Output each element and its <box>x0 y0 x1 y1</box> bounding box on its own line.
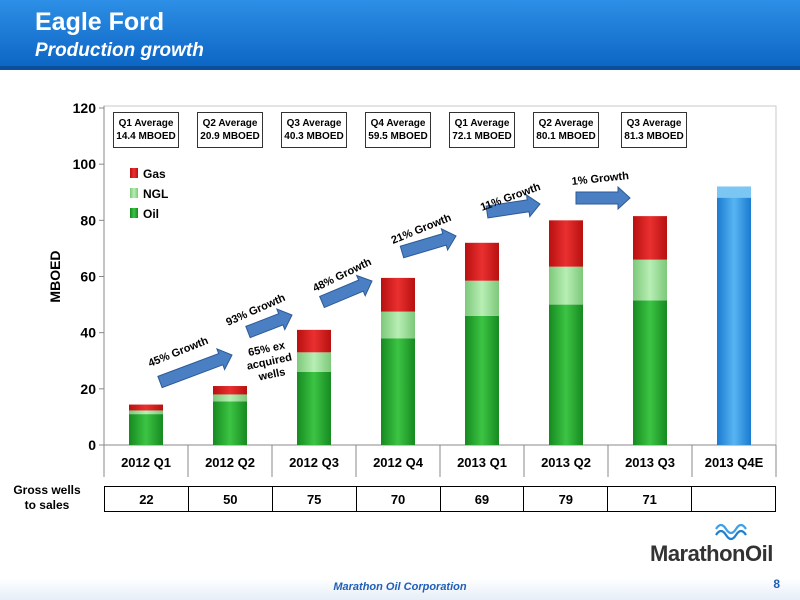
wells-label-line2: to sales <box>24 498 70 512</box>
x-tick-label: 2013 Q4E <box>705 455 764 470</box>
bar-gas <box>633 216 667 260</box>
growth-arrow-icon <box>485 193 541 219</box>
wells-cell <box>692 487 775 511</box>
footer-bar <box>0 578 800 600</box>
page-subtitle: Production growth <box>35 40 204 61</box>
y-axis-label: MBOED <box>47 250 63 302</box>
average-value: 40.3 MBOED <box>284 131 344 142</box>
wells-label-line1: Gross wells <box>13 483 81 497</box>
wells-label: Gross wells to sales <box>8 483 86 513</box>
production-chart: 0 20 40 60 80 100 120 MBOED 2012 Q1 2012 Q2 2012 Q… <box>47 100 777 477</box>
y-tick-label: 100 <box>73 156 97 172</box>
average-label: Q1 Average <box>118 118 174 129</box>
x-tick-label: 2013 Q2 <box>541 455 591 470</box>
wells-table: 22 50 75 70 69 79 71 <box>104 486 776 512</box>
x-tick-label: 2012 Q4 <box>373 455 424 470</box>
footer-text: Marathon Oil Corporation <box>333 581 467 593</box>
bar-ngl <box>213 394 247 402</box>
bar-oil <box>213 401 247 445</box>
average-value: 81.3 MBOED <box>624 131 684 142</box>
bar-ngl <box>465 280 499 316</box>
average-box: Q3 Average 81.3 MBOED <box>621 112 687 148</box>
y-tick-label: 60 <box>80 269 96 285</box>
growth-arrow-icon <box>399 227 457 259</box>
wells-cell: 70 <box>357 487 441 511</box>
bar-gas <box>465 242 499 281</box>
growth-arrow-icon <box>245 308 293 339</box>
growth-arrow-icon <box>319 274 373 309</box>
note-text: wells <box>257 366 287 384</box>
average-box: Q3 Average 40.3 MBOED <box>281 112 347 148</box>
header-banner <box>0 0 800 70</box>
y-tick-label: 20 <box>80 381 96 397</box>
average-box: Q1 Average 72.1 MBOED <box>449 112 515 148</box>
average-label: Q1 Average <box>454 118 510 129</box>
bar-ngl <box>633 259 667 301</box>
average-value: 14.4 MBOED <box>116 131 176 142</box>
legend-label-ngl: NGL <box>143 187 168 201</box>
page-title: Eagle Ford <box>35 8 165 36</box>
y-tick-label: 80 <box>80 212 96 228</box>
legend-swatch-ngl <box>130 188 138 198</box>
y-tick-label: 120 <box>73 100 97 116</box>
bar-ngl <box>129 410 163 415</box>
y-tick-label: 0 <box>88 437 96 453</box>
legend-swatch-oil <box>130 208 138 218</box>
x-tick-label: 2012 Q3 <box>289 455 339 470</box>
wells-cell: 79 <box>524 487 609 511</box>
bar-oil <box>465 315 499 445</box>
average-label: Q3 Average <box>626 118 682 129</box>
wells-cell: 50 <box>189 487 273 511</box>
bar-oil <box>549 304 583 445</box>
wells-cell: 69 <box>441 487 525 511</box>
bar-gas <box>129 404 163 411</box>
x-tick-label: 2013 Q1 <box>457 455 507 470</box>
bar-oil <box>297 371 331 445</box>
bar-ngl <box>549 266 583 305</box>
bar-oil <box>129 414 163 445</box>
x-tick-label: 2012 Q1 <box>121 455 171 470</box>
average-value: 59.5 MBOED <box>368 131 428 142</box>
bar-ngl <box>297 352 331 372</box>
wells-cell: 71 <box>608 487 693 511</box>
page-number: 8 <box>773 577 780 591</box>
wells-cell: 22 <box>105 487 189 511</box>
bar-ngl <box>381 311 415 339</box>
average-value: 80.1 MBOED <box>536 131 596 142</box>
bar-gas <box>297 329 331 353</box>
growth-arrow-icon <box>157 348 233 389</box>
average-label: Q2 Average <box>538 118 594 129</box>
bar-gas <box>381 277 415 312</box>
x-tick-label: 2012 Q2 <box>205 455 255 470</box>
bar-oil <box>381 338 415 445</box>
legend-swatch-gas <box>130 168 138 178</box>
header-stripe <box>0 66 800 70</box>
average-value: 20.9 MBOED <box>200 131 260 142</box>
x-tick-label: 2013 Q3 <box>625 455 675 470</box>
bar-gas <box>549 220 583 267</box>
logo-waves-icon <box>715 523 747 541</box>
bar-gas <box>213 386 247 395</box>
marathon-oil-logo <box>715 523 747 541</box>
plot-area <box>103 105 777 446</box>
average-box: Q2 Average 20.9 MBOED <box>197 112 263 148</box>
average-box: Q2 Average 80.1 MBOED <box>533 112 599 148</box>
y-tick-label: 40 <box>80 325 96 341</box>
bar-oil <box>633 300 667 445</box>
bar-estimate-cap <box>717 186 751 198</box>
bar-estimate <box>717 186 751 445</box>
average-label: Q2 Average <box>202 118 258 129</box>
average-box: Q1 Average 14.4 MBOED <box>113 112 179 148</box>
logo-text: MarathonOil <box>650 541 773 566</box>
average-box: Q4 Average 59.5 MBOED <box>365 112 431 148</box>
wells-cell: 75 <box>273 487 357 511</box>
legend-label-gas: Gas <box>143 167 166 181</box>
growth-arrow-icon <box>575 185 631 211</box>
average-label: Q3 Average <box>286 118 342 129</box>
average-label: Q4 Average <box>370 118 426 129</box>
legend-label-oil: Oil <box>143 207 159 221</box>
average-value: 72.1 MBOED <box>452 131 512 142</box>
